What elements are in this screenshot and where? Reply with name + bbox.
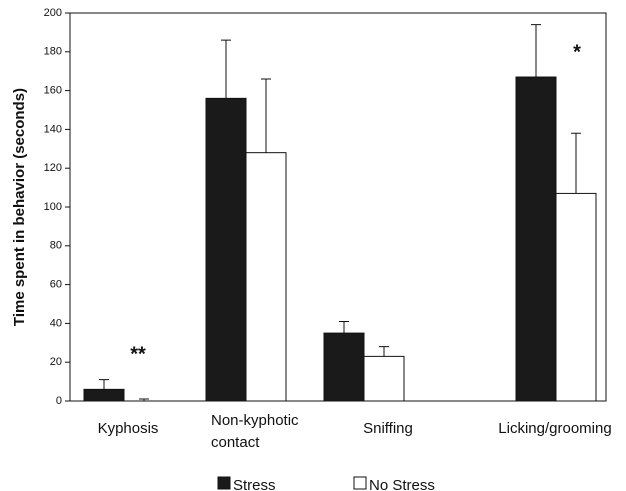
x-tick-label: Non-kyphotic contact [211,412,299,451]
x-tick-label: Kyphosis [97,420,159,437]
y-tick-label: 200 [44,7,62,19]
y-tick-label: 160 [44,85,62,97]
y-tick-label: 60 [50,279,62,291]
legend-swatch [353,476,367,490]
error-bar [99,379,109,390]
error-bar [339,320,349,334]
x-tick-label: Licking/grooming [498,420,612,437]
error-bar [139,398,149,401]
bar [83,388,125,402]
error-bar [531,24,541,78]
bar [245,152,287,402]
x-tick-label: Sniffing [363,420,413,437]
y-tick-label: 120 [44,162,62,174]
y-tick-label: 140 [44,123,62,135]
legend-label: Stress [233,477,276,491]
error-bar [261,78,271,153]
annotation: * [573,41,581,63]
bar [205,97,247,402]
error-bar [571,132,581,194]
bar [323,332,365,402]
y-tick-label: 180 [44,46,62,58]
error-bar [221,39,231,99]
error-bar [379,346,389,357]
y-axis-label: Time spent in behavior (seconds) [11,88,28,326]
y-tick-label: 0 [56,395,62,407]
legend-swatch [217,476,231,490]
bar [363,355,405,402]
y-tick-label: 80 [50,240,62,252]
bar [555,192,597,402]
bar [515,76,557,402]
annotation: ** [130,343,146,365]
y-tick-label: 100 [44,201,62,213]
y-tick-label: 40 [50,317,62,329]
legend-label: No Stress [369,477,435,491]
y-tick-label: 20 [50,356,62,368]
